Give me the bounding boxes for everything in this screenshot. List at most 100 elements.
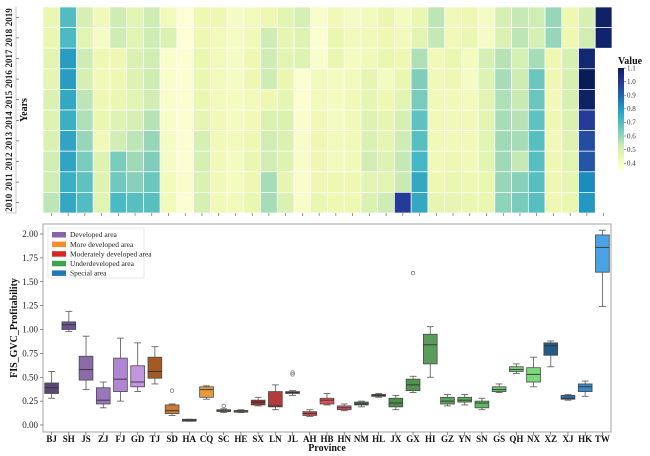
boxplot-x-tick-label: HK	[578, 434, 592, 444]
heatmap-cell	[92, 109, 111, 131]
heatmap-y-tick-label: 2014	[4, 111, 14, 130]
heatmap-y-tick-label: 2015	[4, 90, 14, 109]
heatmap-cell	[561, 68, 579, 90]
heatmap-cell	[193, 47, 211, 70]
heatmap-cell	[527, 6, 546, 28]
heatmap-cell	[92, 27, 111, 49]
heatmap-cell	[511, 47, 529, 70]
boxplot-x-tick-label: HI	[425, 434, 436, 444]
heatmap-cell	[544, 130, 563, 152]
colorbar-tick-label: 0.7	[627, 119, 636, 127]
heatmap-cell	[176, 27, 194, 49]
boxplot-y-tick-label: 1.25	[22, 301, 38, 311]
heatmap-cell	[76, 109, 94, 131]
heatmap-cell	[260, 171, 278, 193]
outlier-point	[410, 271, 416, 276]
box-iqr	[164, 404, 180, 414]
box-NX	[526, 356, 541, 388]
heatmap-cell	[159, 89, 178, 111]
heatmap-cell	[544, 171, 563, 193]
heatmap-cell	[327, 130, 345, 152]
heatmap-cell	[343, 27, 362, 49]
heatmap-cell	[310, 192, 328, 214]
heatmap-cell	[410, 89, 429, 111]
box-GS	[491, 383, 507, 393]
heatmap-cell	[410, 6, 429, 28]
heatmap-cell	[143, 89, 161, 111]
heatmap-y-tick-label: 2016	[4, 70, 14, 89]
box-iqr	[354, 401, 369, 406]
heatmap-cell	[126, 192, 144, 214]
heatmap-cell	[410, 130, 429, 152]
heatmap-cell	[276, 47, 295, 70]
heatmap-cell	[159, 6, 178, 28]
heatmap-cell	[511, 68, 529, 90]
boxplot-x-tick-label: HL	[372, 434, 385, 444]
heatmap-cell	[578, 130, 596, 152]
heatmap-cell	[92, 171, 111, 193]
box-iqr	[577, 383, 593, 392]
heatmap-cell	[461, 47, 479, 70]
outlier-point	[290, 370, 295, 375]
heatmap-cell	[394, 6, 412, 28]
legend-swatch	[52, 232, 66, 238]
heatmap-cell	[394, 27, 412, 49]
boxplot: 0.00 0.25 0.50 0.75 1.00 1.25 1.50 1.75 2.00 BJ S…	[9, 223, 612, 454]
box-HE	[233, 409, 249, 414]
box-iqr	[474, 400, 490, 409]
heatmap-cell	[343, 68, 362, 90]
box-iqr	[268, 391, 283, 408]
heatmap-cell	[143, 150, 161, 173]
heatmap-cell	[76, 171, 94, 193]
heatmap-cell	[143, 171, 161, 193]
heatmap-cell	[527, 171, 546, 193]
heatmap-cell	[92, 89, 111, 111]
heatmap-cell	[444, 130, 462, 152]
heatmap-cell	[327, 171, 345, 193]
heatmap-cell	[159, 47, 178, 70]
heatmap-cell	[243, 6, 261, 28]
boxplot-x-tick-label: JS	[81, 434, 91, 444]
heatmap-cell	[377, 150, 395, 173]
heatmap-cell	[561, 109, 579, 131]
heatmap-cell	[377, 130, 395, 152]
heatmap-cell	[511, 109, 529, 131]
box-iqr	[440, 396, 455, 405]
heatmap-cell	[176, 47, 194, 70]
heatmap-y-tick-label: 2019	[4, 8, 14, 27]
heatmap-cell	[561, 6, 579, 28]
heatmap-cell	[427, 130, 446, 152]
heatmap-cell	[360, 171, 379, 193]
boxplot-y-tick-label: 0.00	[22, 420, 38, 430]
heatmap-cell	[59, 47, 77, 70]
box-SH	[61, 310, 77, 332]
heatmap-cell	[310, 171, 328, 193]
heatmap-cell	[176, 192, 194, 214]
heatmap-cell	[327, 47, 345, 70]
legend-label: Moderately developed area	[70, 249, 152, 258]
heatmap-cell	[276, 89, 295, 111]
heatmap-cell	[226, 6, 245, 28]
heatmap-cell	[210, 47, 228, 70]
colorbar-tick-label: 1.0	[627, 78, 636, 86]
box-TW	[595, 229, 610, 308]
heatmap-cell	[527, 68, 546, 90]
heatmap-cell	[578, 109, 596, 131]
heatmap-cell	[42, 6, 61, 28]
heatmap-cell	[343, 89, 362, 111]
boxplot-x-tick-label: JL	[287, 434, 298, 444]
boxplot-y-tick-label: 0.50	[22, 372, 38, 382]
heatmap-cell	[143, 68, 161, 90]
heatmap-y-tick-label: 2012	[4, 152, 14, 171]
box-XJ	[560, 393, 576, 401]
heatmap-cell	[260, 27, 278, 49]
heatmap-cell	[544, 89, 563, 111]
boxplot-x-tick-label: SH	[63, 434, 75, 444]
heatmap-cell	[461, 130, 479, 152]
heatmap-cell	[226, 150, 245, 173]
heatmap-cell	[461, 89, 479, 111]
box-HK	[577, 380, 593, 397]
heatmap-cell	[59, 130, 77, 152]
boxplot-x-tick-label: HB	[320, 434, 333, 444]
